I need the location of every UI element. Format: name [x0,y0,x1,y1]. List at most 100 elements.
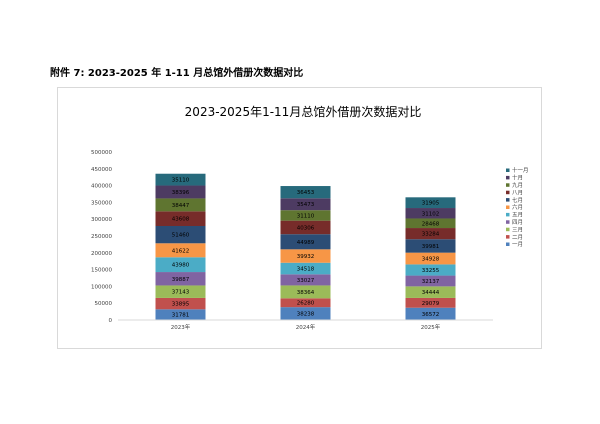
legend-label: 十一月 [512,166,529,174]
bar-segment [280,198,331,211]
data-label: 51460 [172,233,190,239]
y-tick-label: 250000 [91,234,112,240]
chart-title: 2023-2025年1-11月总馆外借册次数据对比 [185,104,422,119]
bar-segment [155,211,206,226]
data-label: 34518 [297,267,315,273]
legend-swatch [506,235,510,239]
bar-segment [405,208,456,219]
legend-label: 四月 [512,219,523,226]
data-label: 36572 [422,312,440,318]
data-label: 39887 [172,277,190,283]
data-label: 38238 [297,312,315,318]
data-label: 31110 [297,213,315,219]
legend-label: 九月 [512,181,523,189]
y-tick-label: 500000 [91,150,112,156]
legend-label: 八月 [512,189,523,196]
legend-label: 二月 [512,234,523,241]
y-tick-label: 200000 [91,251,112,257]
bar-segment [280,262,331,275]
bar-segment [155,285,206,298]
x-tick-label: 2023年 [171,323,191,331]
bar-segment [405,228,456,240]
bar-segment [155,272,206,286]
data-label: 31905 [422,201,440,207]
bar-segment [405,197,456,209]
bar-segment [155,257,206,273]
x-axis: 2023年 2024年 2025年 [118,319,493,331]
legend-label: 十月 [512,174,523,182]
data-label: 43608 [172,217,190,223]
data-label: 38396 [172,190,190,196]
bar-segment [405,239,456,253]
data-label: 32137 [422,279,440,285]
data-label: 33895 [172,302,190,308]
chart-frame: 2023-2025年1-11月总馆外借册次数据对比 0 50000 100000 15… [57,87,542,349]
bar-segment [155,173,206,186]
legend-swatch [506,190,510,195]
y-tick-label: 0 [109,318,113,324]
legend-label: 七月 [512,196,523,204]
legend-swatch [506,220,510,224]
bar-segment [405,252,456,265]
bar-segment [280,298,331,308]
data-label: 28468 [422,221,440,227]
data-label: 39981 [422,244,440,250]
data-label: 26280 [297,301,315,307]
y-tick-label: 400000 [91,184,112,190]
data-label: 33284 [422,232,440,238]
bar-segment [405,264,456,276]
bar-segment [280,220,331,235]
legend-label: 六月 [512,203,523,211]
data-label: 44989 [297,240,315,246]
document-heading: 附件 7: 2023-2025 年 1-11 月总馆外借册次数据对比 [50,68,304,79]
data-label: 40306 [297,225,315,231]
data-label: 29079 [422,301,440,307]
x-tick-label: 2025年 [421,323,441,331]
legend-swatch [506,205,510,209]
y-tick-label: 350000 [91,200,112,206]
legend-swatch [506,183,510,187]
data-label: 34444 [422,290,440,296]
bar-segment [280,249,331,263]
data-label: 34928 [422,257,440,263]
data-label: 36453 [297,190,315,196]
legend-label: 五月 [512,212,523,219]
bar-segment [405,275,456,287]
legend-swatch [506,198,510,202]
bar-segment [280,234,331,250]
bar-segment [280,307,331,320]
bar-segment [155,243,206,258]
bar-segment [405,286,456,298]
data-label: 31102 [422,211,440,217]
data-label: 33027 [297,278,315,284]
y-tick-label: 450000 [91,167,112,173]
legend-swatch [506,168,510,172]
bar-segment [280,274,331,286]
data-label: 39932 [297,254,315,260]
bar-segment [280,285,331,299]
data-label: 38447 [172,203,190,209]
bar-segment [405,218,456,229]
bar-segment [155,185,206,199]
bar-segment [155,225,206,244]
bar-segment [155,198,206,212]
data-label: 35110 [172,178,190,184]
bar-segment [155,309,206,320]
legend-swatch [506,242,510,246]
x-tick-label: 2024年 [296,323,316,331]
y-tick-label: 100000 [91,284,112,290]
data-label: 33255 [422,268,440,274]
data-label: 37143 [172,290,190,296]
bar-segment [405,307,456,320]
stacked-bar-chart: 2023-2025年1-11月总馆外借册次数据对比 0 50000 100000 15… [91,104,529,331]
y-tick-label: 150000 [91,268,112,274]
legend-label: 三月 [512,226,523,233]
bar-segment [405,297,456,308]
data-label: 35473 [297,202,315,208]
bars: 31781 33895 37143 39887 43980 41622 51460 43608… [155,173,456,320]
legend-swatch [506,227,510,232]
bar-segment [280,186,331,199]
data-label: 43980 [172,263,190,269]
y-tick-label: 50000 [95,301,113,307]
